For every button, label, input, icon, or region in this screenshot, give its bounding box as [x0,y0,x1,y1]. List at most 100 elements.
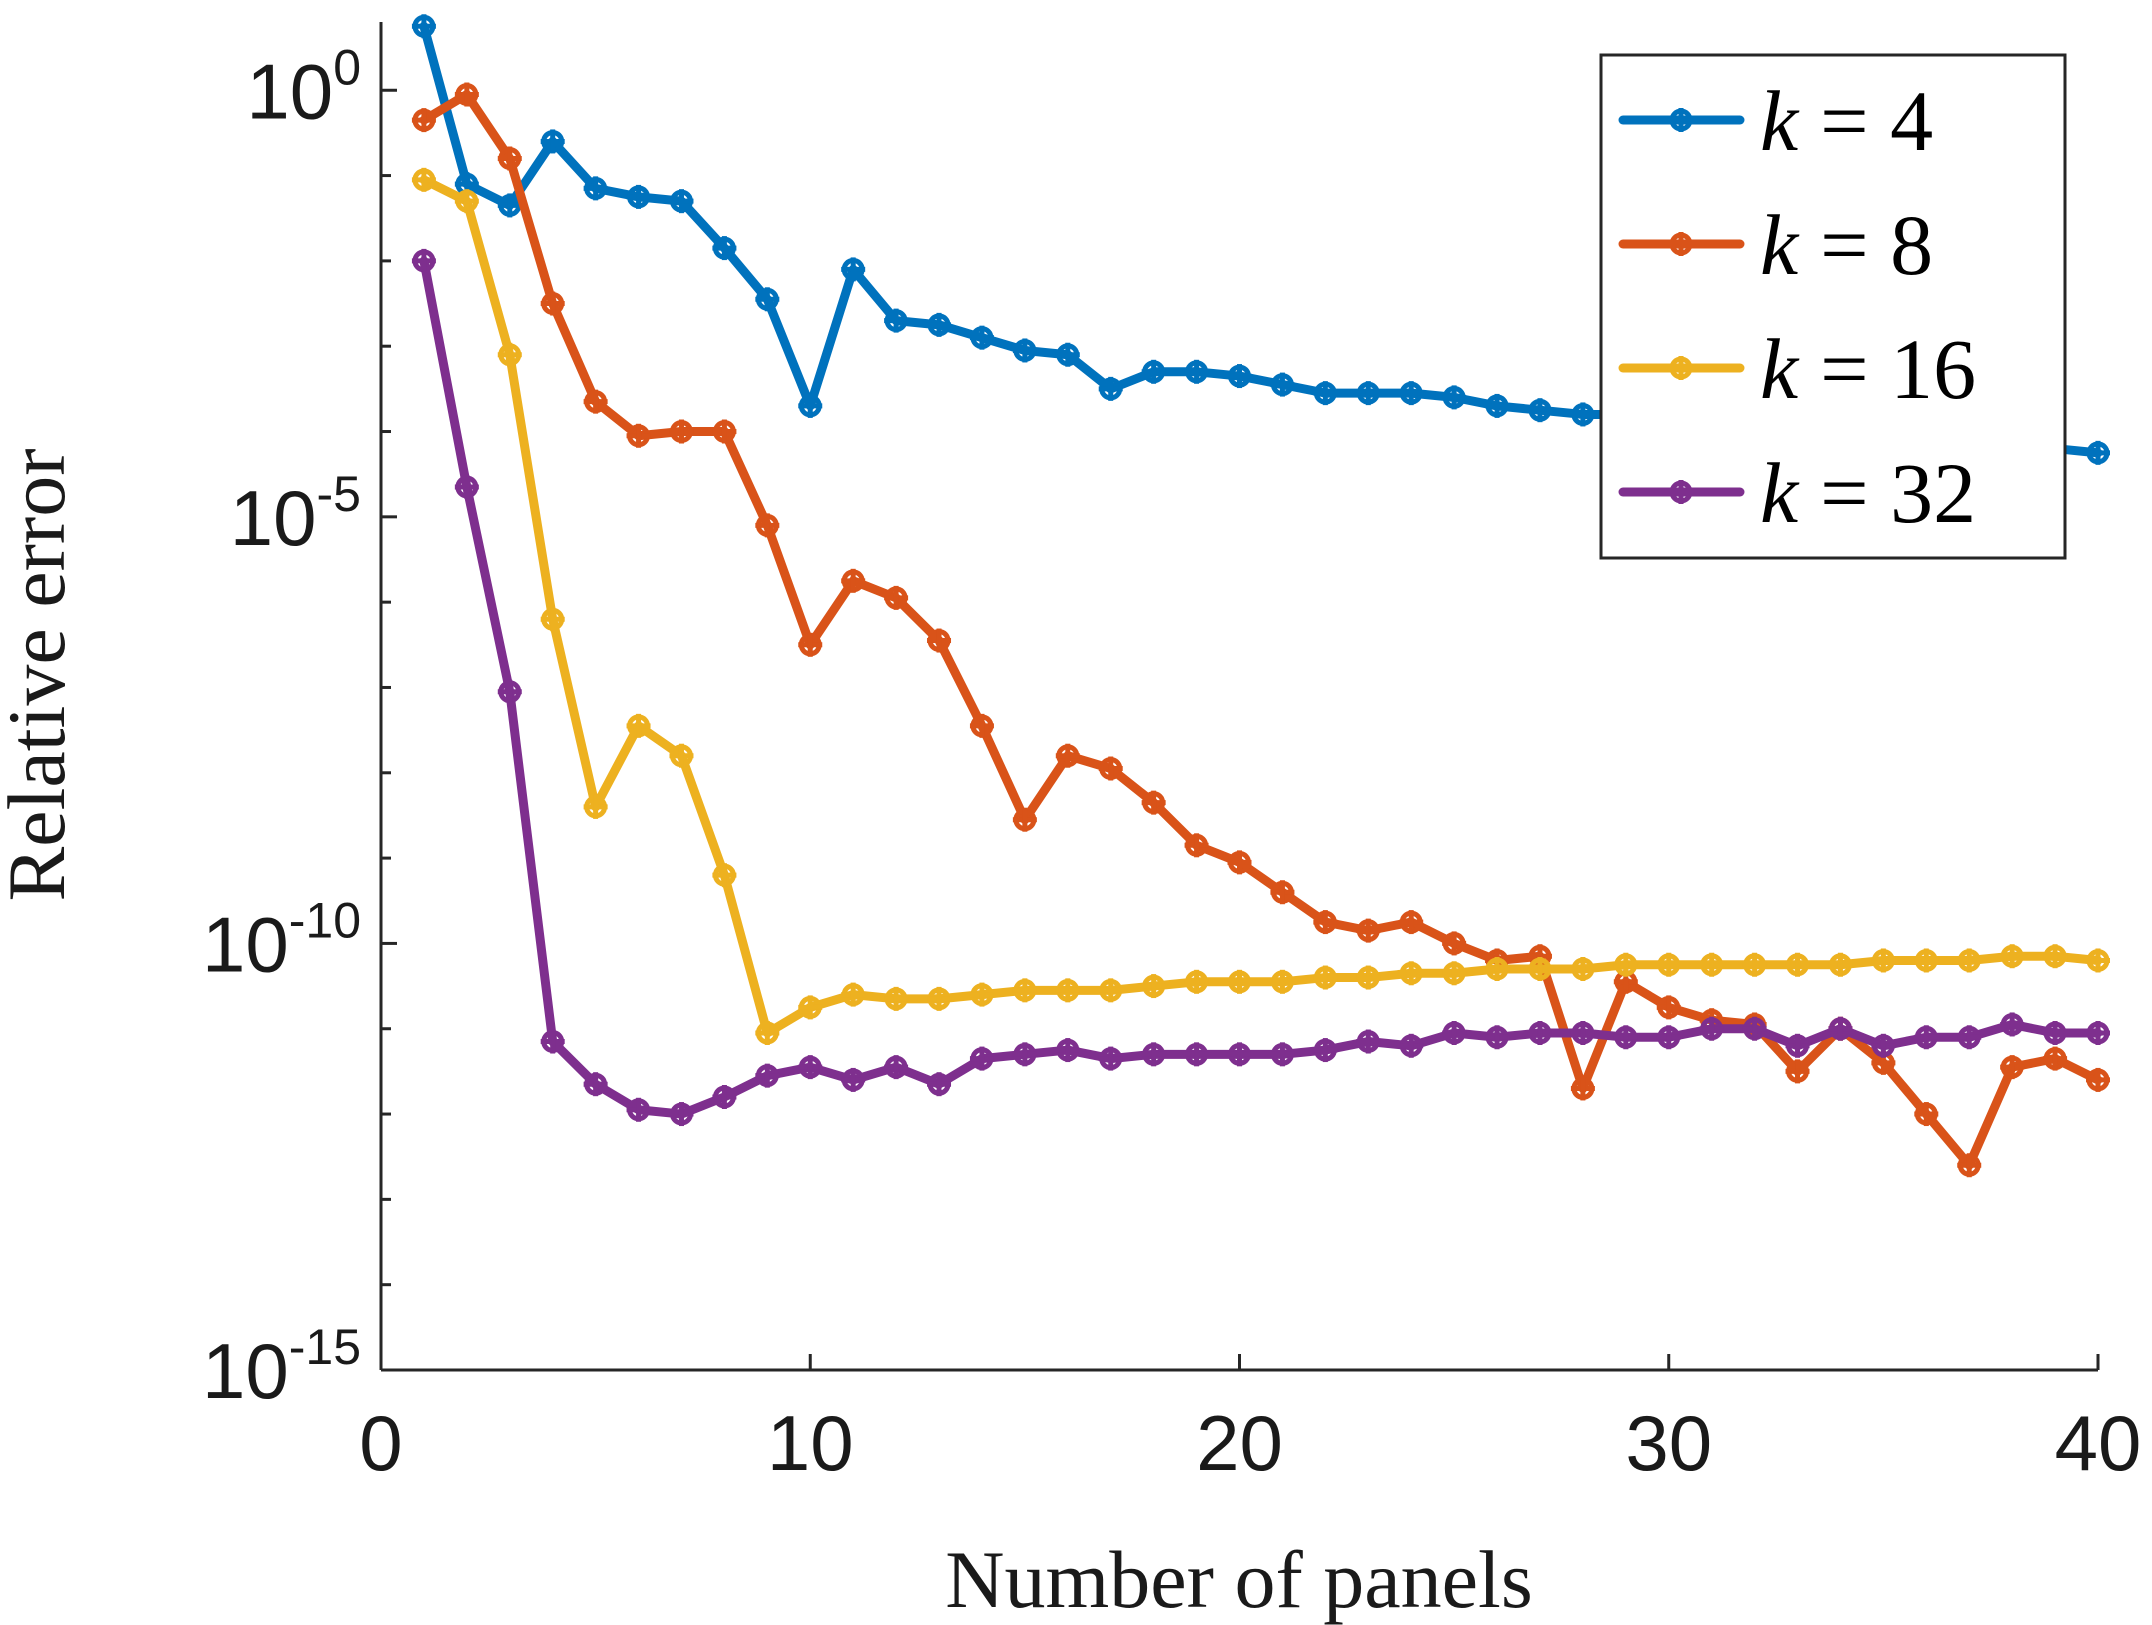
data-point [2086,1021,2110,1045]
data-point [755,287,780,312]
data-point [1227,364,1252,389]
data-point [2086,1067,2110,1092]
y-tick-label: 100 [246,39,361,135]
legend-marker [1669,108,1693,132]
series-k-8 [411,82,2110,1178]
data-point [1656,995,1681,1020]
data-point [1098,1046,1123,1071]
data-point [411,108,436,133]
series-line [419,256,2103,1119]
data-point [1527,398,1552,423]
legend-label: k = 8 [1760,197,1933,293]
data-point [1699,952,1724,977]
legend-marker [1669,356,1693,380]
data-point [1313,381,1338,406]
legend-label: k = 4 [1760,73,1933,169]
legend-box [1599,53,2067,560]
data-point [1570,957,1595,982]
data-point [669,743,694,768]
data-point [1570,402,1595,427]
legend-entry: k = 16 [1618,321,1976,417]
data-point [1270,880,1295,905]
data-point [1613,952,1638,977]
data-point [1055,978,1080,1003]
series-line [419,90,2103,1170]
data-point [712,1084,737,1109]
data-point [1742,1016,1767,1041]
data-point [411,167,436,192]
data-point [1656,952,1681,977]
data-point [841,257,866,282]
x-tick-label: 30 [1625,1399,1712,1487]
data-point [1356,1029,1381,1054]
y-axis-title: Relative error [0,448,82,901]
data-point [669,189,694,214]
legend-label: k = 32 [1760,445,1976,541]
data-point [1828,1016,1853,1041]
data-point [1442,385,1467,410]
data-point [2043,1021,2068,1045]
data-point [1270,1042,1295,1067]
data-point [1313,965,1338,990]
data-point [1098,978,1123,1003]
data-point [1313,910,1338,935]
x-tick-label: 0 [359,1399,402,1487]
data-point [1871,1033,1896,1058]
data-point [1055,743,1080,768]
data-point [1442,931,1467,956]
data-point [884,986,909,1011]
data-point [884,1055,909,1080]
data-point [1914,1025,1939,1050]
data-point [841,568,866,593]
data-point [1485,957,1510,982]
legend: k = 4 k = 8 k = 16 k = 32 [1599,53,2067,560]
series-k-32 [411,248,2110,1127]
data-point [2000,1012,2025,1037]
data-point [1313,1038,1338,1063]
data-point [1098,376,1123,401]
data-point [798,995,823,1020]
data-point [1785,1059,1810,1084]
data-point [798,393,823,418]
data-point [1356,381,1381,406]
data-point [1012,1042,1037,1067]
series-k-16 [411,167,2110,1045]
data-point [1012,807,1037,832]
data-point [755,1063,780,1088]
data-point [583,389,608,414]
data-point [1570,1076,1595,1101]
y-axis-ticks: 100 10-5 10-10 10-15 [202,39,397,1415]
data-point [1527,957,1552,982]
data-point [1184,833,1209,858]
data-point [1055,342,1080,367]
data-point [927,628,952,653]
data-point [497,146,522,171]
data-point [2086,948,2110,973]
legend-entry: k = 32 [1618,445,1976,541]
data-point [1141,359,1166,384]
legend-marker [1669,232,1693,256]
data-point [540,1029,565,1054]
x-tick-label: 10 [767,1399,854,1487]
data-point [1227,1042,1252,1067]
y-tick-label: 10-5 [230,466,361,562]
data-point [669,419,694,444]
data-point [1055,1038,1080,1063]
data-point [1828,952,1853,977]
data-point [755,1021,780,1045]
data-point [969,1046,994,1071]
data-point [411,14,436,39]
data-point [1399,910,1424,935]
data-point [884,308,909,333]
data-point [1485,393,1510,418]
data-point [1442,961,1467,986]
data-point [540,291,565,316]
data-point [1914,948,1939,973]
data-point [969,713,994,738]
data-point [841,982,866,1007]
data-point [927,1072,952,1097]
data-point [712,863,737,888]
data-point [669,1102,694,1127]
data-point [1356,918,1381,943]
